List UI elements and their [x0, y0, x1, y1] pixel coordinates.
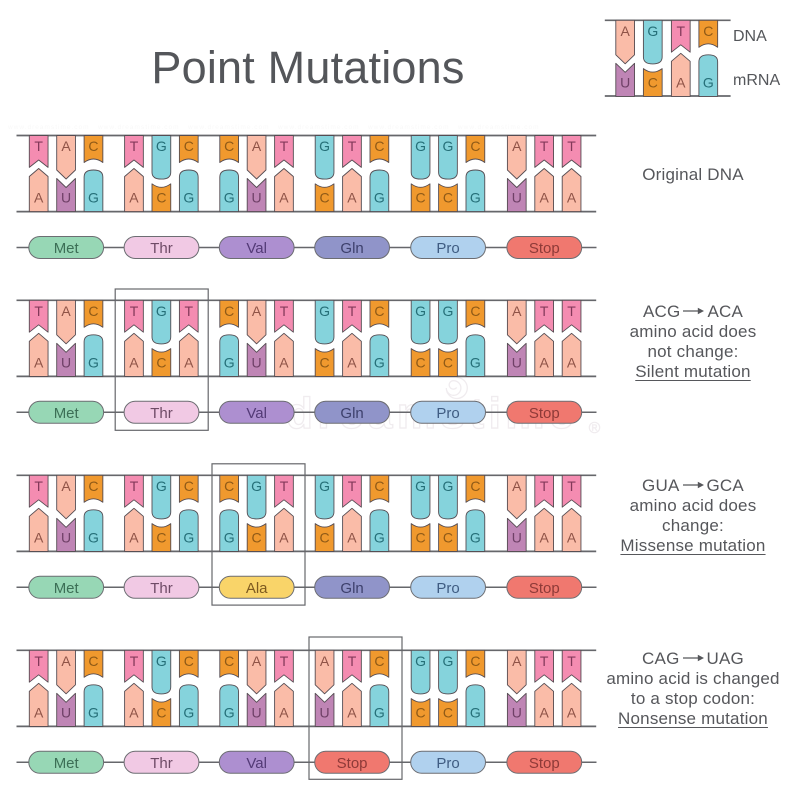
svg-text:Thr: Thr	[150, 240, 173, 257]
svg-text:Gln: Gln	[340, 405, 363, 422]
svg-text:Val: Val	[246, 240, 267, 257]
svg-text:Stop: Stop	[529, 240, 560, 257]
svg-text:Thr: Thr	[150, 580, 173, 597]
svg-text:Stop: Stop	[529, 405, 560, 422]
svg-text:Pro: Pro	[436, 405, 459, 422]
svg-text:Stop: Stop	[529, 580, 560, 597]
svg-text:Thr: Thr	[150, 755, 173, 772]
svg-text:Pro: Pro	[436, 755, 459, 772]
svg-text:Stop: Stop	[529, 755, 560, 772]
svg-text:Pro: Pro	[436, 240, 459, 257]
svg-text:Pro: Pro	[436, 580, 459, 597]
svg-text:Met: Met	[54, 405, 80, 422]
svg-text:Met: Met	[54, 240, 80, 257]
svg-text:Thr: Thr	[150, 405, 173, 422]
svg-text:Ala: Ala	[246, 580, 268, 597]
svg-text:Gln: Gln	[340, 580, 363, 597]
svg-text:Stop: Stop	[337, 755, 368, 772]
svg-text:Val: Val	[246, 755, 267, 772]
svg-text:Val: Val	[246, 405, 267, 422]
svg-text:Gln: Gln	[340, 240, 363, 257]
svg-text:Met: Met	[54, 580, 80, 597]
svg-text:Met: Met	[54, 755, 80, 772]
svg-text:R: R	[592, 424, 598, 433]
